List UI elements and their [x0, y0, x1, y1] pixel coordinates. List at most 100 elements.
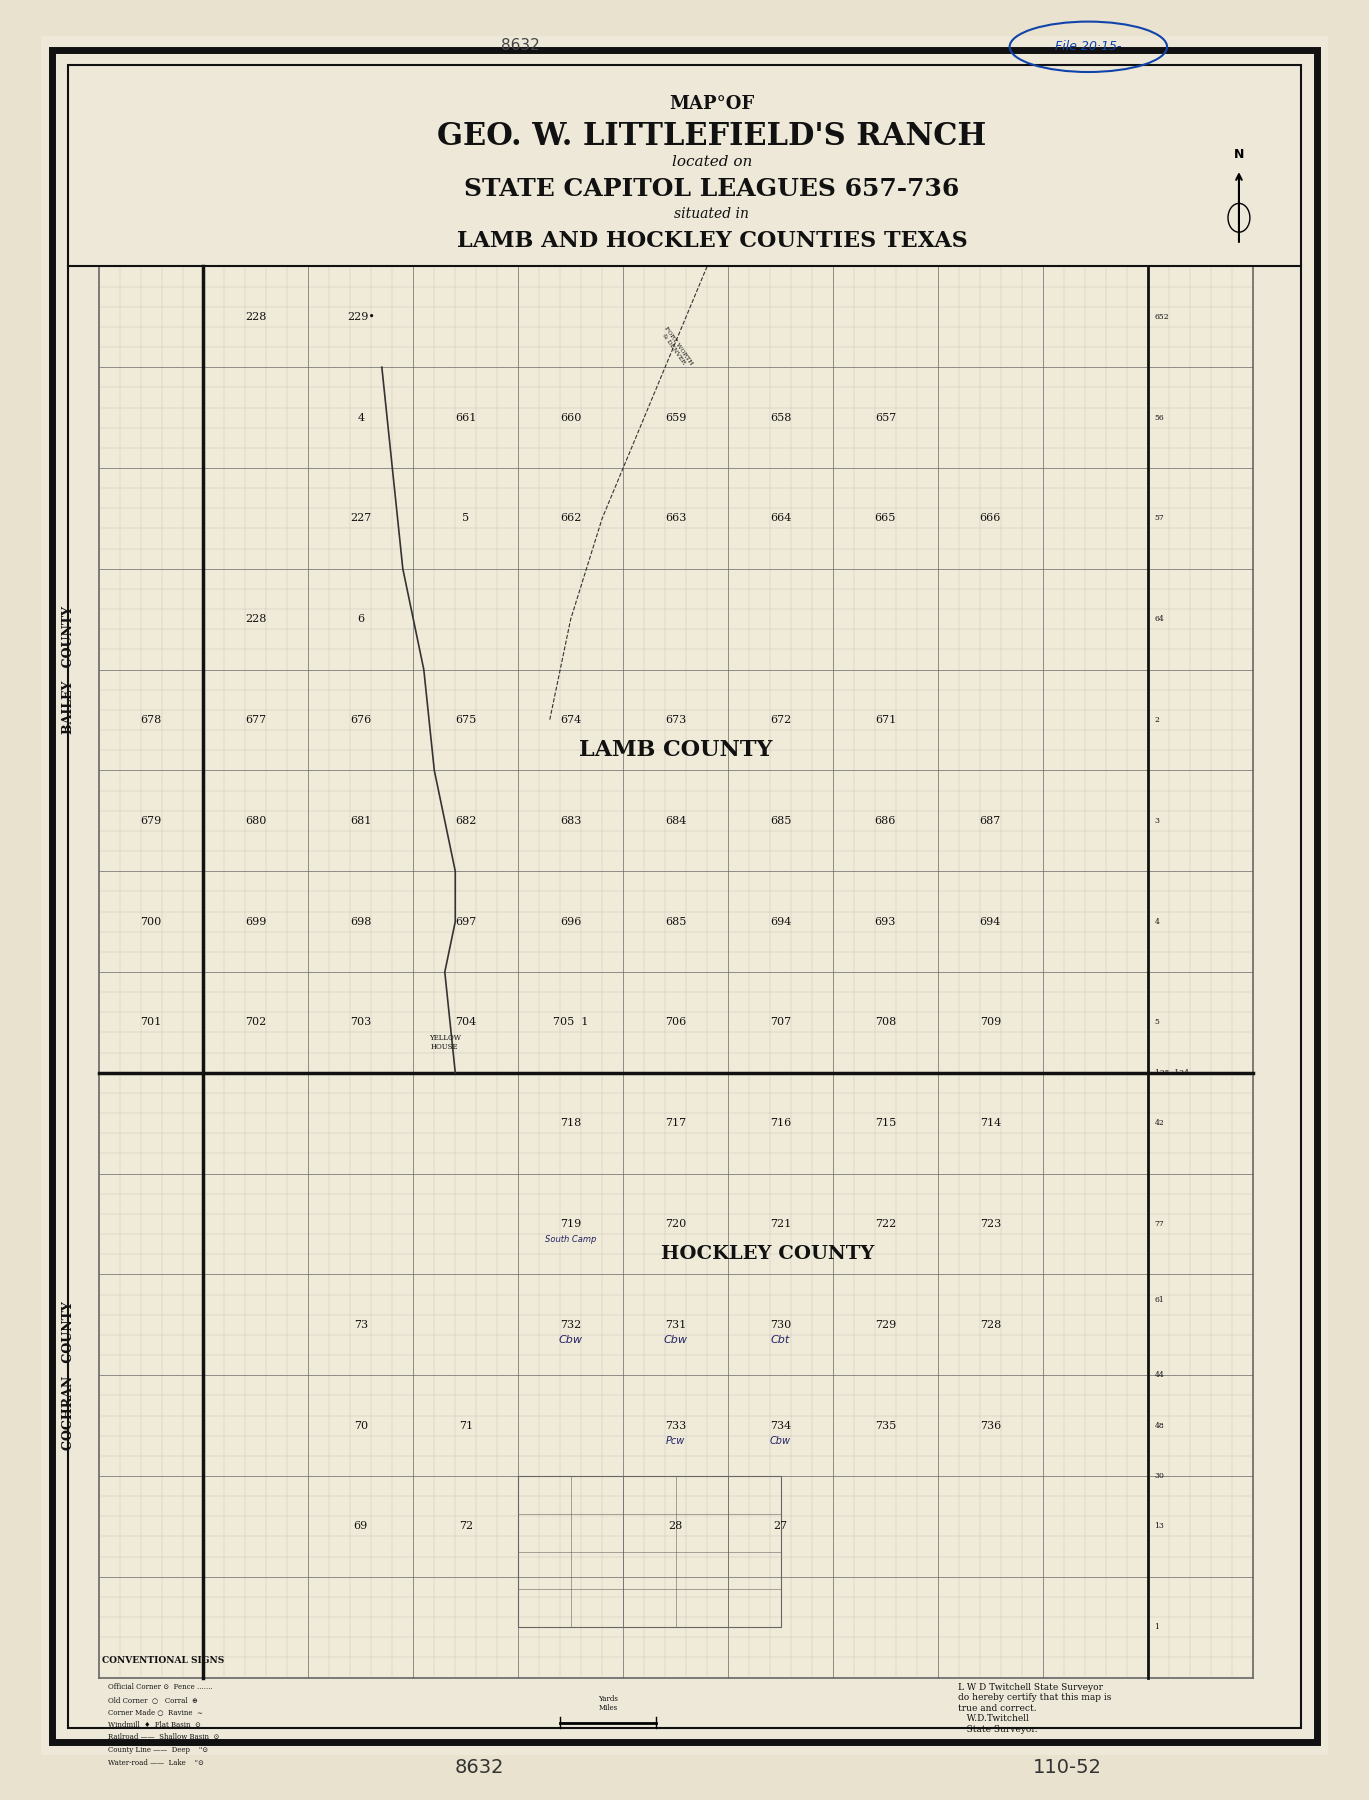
Text: 671: 671	[875, 715, 897, 725]
Text: 3: 3	[1154, 817, 1160, 824]
Text: 728: 728	[980, 1319, 1001, 1330]
Text: 652: 652	[1154, 313, 1169, 320]
Text: 685: 685	[665, 916, 686, 927]
Text: N: N	[1233, 148, 1244, 162]
Text: 715: 715	[875, 1118, 897, 1129]
Text: 704: 704	[455, 1017, 476, 1028]
Text: 657: 657	[875, 412, 897, 423]
Text: HOCKLEY COUNTY: HOCKLEY COUNTY	[661, 1246, 875, 1264]
Text: situated in: situated in	[675, 207, 749, 221]
Text: 734: 734	[769, 1420, 791, 1431]
Text: File 20·15-: File 20·15-	[1055, 40, 1121, 54]
Text: Cbw: Cbw	[769, 1436, 791, 1445]
Text: 686: 686	[875, 815, 897, 826]
Text: 675: 675	[455, 715, 476, 725]
Text: 64: 64	[1154, 616, 1164, 623]
Text: 72: 72	[459, 1521, 472, 1532]
Text: 57: 57	[1154, 515, 1164, 522]
Text: 228: 228	[245, 311, 267, 322]
Text: Yards
Miles: Yards Miles	[598, 1694, 617, 1712]
Text: 684: 684	[665, 815, 686, 826]
Text: 659: 659	[665, 412, 686, 423]
Text: MAP°OF: MAP°OF	[669, 95, 754, 113]
Text: County Line ——  Deep    "⊙: County Line —— Deep "⊙	[108, 1746, 208, 1753]
Text: 56: 56	[1154, 414, 1164, 421]
Text: 701: 701	[141, 1017, 162, 1028]
Text: 672: 672	[769, 715, 791, 725]
Text: FORT WORTH
& DENVER: FORT WORTH & DENVER	[658, 326, 693, 369]
Text: 707: 707	[769, 1017, 791, 1028]
Text: 706: 706	[665, 1017, 686, 1028]
Text: 717: 717	[665, 1118, 686, 1129]
Text: 679: 679	[141, 815, 162, 826]
Text: 5: 5	[463, 513, 470, 524]
Text: 722: 722	[875, 1219, 897, 1229]
Text: Pcw: Pcw	[665, 1436, 686, 1445]
Text: 723: 723	[980, 1219, 1001, 1229]
Text: 683: 683	[560, 815, 582, 826]
Text: 694: 694	[980, 916, 1001, 927]
Text: COCHRAN   COUNTY: COCHRAN COUNTY	[62, 1301, 75, 1449]
Text: 5: 5	[1154, 1019, 1160, 1026]
Bar	[519, 1476, 780, 1627]
Text: Cbw: Cbw	[559, 1336, 583, 1345]
Text: 71: 71	[459, 1420, 472, 1431]
Text: 730: 730	[769, 1319, 791, 1330]
Text: 44: 44	[1154, 1372, 1164, 1379]
Text: 696: 696	[560, 916, 582, 927]
Text: YELLOW
HOUSE: YELLOW HOUSE	[428, 1033, 461, 1051]
Text: 716: 716	[769, 1118, 791, 1129]
Text: 48: 48	[1154, 1422, 1164, 1429]
Text: 731: 731	[665, 1319, 686, 1330]
Text: LAMB AND HOCKLEY COUNTIES TEXAS: LAMB AND HOCKLEY COUNTIES TEXAS	[456, 230, 968, 252]
Text: 13: 13	[1154, 1523, 1165, 1530]
Bar	[99, 266, 1253, 1678]
Text: 228: 228	[245, 614, 267, 625]
Text: 73: 73	[353, 1319, 368, 1330]
Text: 733: 733	[665, 1420, 686, 1431]
Text: 681: 681	[350, 815, 371, 826]
Text: 662: 662	[560, 513, 582, 524]
Text: located on: located on	[672, 155, 752, 169]
Text: 4: 4	[1154, 918, 1160, 925]
Text: Official Corner ⊙  Fence .......: Official Corner ⊙ Fence .......	[108, 1683, 214, 1690]
Text: 8632: 8632	[501, 38, 539, 52]
Text: Windmill  ♦  Flat Basin  ⊙: Windmill ♦ Flat Basin ⊙	[108, 1721, 201, 1728]
Text: 4: 4	[357, 412, 364, 423]
Text: 700: 700	[141, 916, 162, 927]
Text: 110-52: 110-52	[1034, 1759, 1102, 1777]
Text: 69: 69	[353, 1521, 368, 1532]
Text: 694: 694	[769, 916, 791, 927]
Text: 673: 673	[665, 715, 686, 725]
Text: 678: 678	[141, 715, 162, 725]
Text: Corner Made ○  Ravine  ∼: Corner Made ○ Ravine ∼	[108, 1708, 203, 1715]
Text: 1: 1	[1154, 1624, 1160, 1631]
Text: LAMB COUNTY: LAMB COUNTY	[579, 740, 772, 761]
Text: 676: 676	[350, 715, 371, 725]
Text: 658: 658	[769, 412, 791, 423]
Text: 685: 685	[769, 815, 791, 826]
Text: 729: 729	[875, 1319, 897, 1330]
Text: 719: 719	[560, 1219, 582, 1229]
Text: 229•: 229•	[346, 311, 375, 322]
Text: 125  124: 125 124	[1154, 1069, 1188, 1076]
Text: 42: 42	[1154, 1120, 1164, 1127]
Text: 720: 720	[665, 1219, 686, 1229]
Text: 708: 708	[875, 1017, 897, 1028]
Text: 698: 698	[350, 916, 371, 927]
Text: 736: 736	[980, 1420, 1001, 1431]
Text: 664: 664	[769, 513, 791, 524]
Text: 682: 682	[455, 815, 476, 826]
Text: 661: 661	[455, 412, 476, 423]
Text: 27: 27	[773, 1521, 787, 1532]
Text: Cbw: Cbw	[664, 1336, 687, 1345]
Text: 77: 77	[1154, 1220, 1164, 1228]
Text: STATE CAPITOL LEAGUES 657-736: STATE CAPITOL LEAGUES 657-736	[464, 176, 960, 202]
Text: 714: 714	[980, 1118, 1001, 1129]
Text: 697: 697	[455, 916, 476, 927]
Text: 666: 666	[980, 513, 1001, 524]
Text: 674: 674	[560, 715, 582, 725]
Text: 687: 687	[980, 815, 1001, 826]
Text: CONVENTIONAL SIGNS: CONVENTIONAL SIGNS	[101, 1656, 225, 1665]
Text: 30: 30	[1154, 1472, 1165, 1480]
